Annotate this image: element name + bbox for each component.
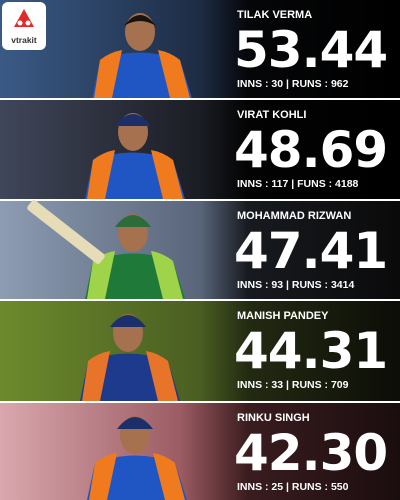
player-helmet — [115, 114, 151, 126]
player-head — [125, 13, 155, 51]
player-jersey-accent — [151, 150, 183, 199]
player-name: VIRAT KOHLI — [237, 109, 306, 121]
player-jersey-accent — [87, 251, 115, 299]
player-average: 44.31 — [234, 322, 387, 380]
row-background — [0, 403, 400, 500]
player-average: 47.41 — [234, 222, 387, 280]
player-jersey-accent — [94, 50, 122, 98]
player-name: MOHAMMAD RIZWAN — [237, 210, 351, 222]
logo: vtrakit — [2, 2, 46, 50]
player-jersey-accent — [151, 251, 183, 299]
player-jersey-accent — [146, 351, 178, 401]
player-stats: INNS : 25 | RUNS : 550 — [237, 481, 349, 493]
row-background — [0, 301, 400, 401]
player-stats: INNS : 93 | RUNS : 3414 — [237, 279, 354, 291]
player-name: TILAK VERMA — [237, 9, 312, 21]
player-jersey-accent — [158, 50, 190, 98]
row-background — [0, 201, 400, 299]
player-helmet — [115, 215, 151, 227]
player-jersey-accent — [82, 351, 110, 401]
player-average: 48.69 — [234, 121, 387, 179]
bat — [27, 200, 105, 264]
brand: vtrakit — [11, 35, 37, 45]
player-name: MANISH PANDEY — [237, 310, 329, 322]
player-stats: INNS : 117 | FUNS : 4188 — [237, 178, 359, 190]
player-stats: INNS : 33 | RUNS : 709 — [237, 379, 349, 391]
player-jersey-accent — [87, 150, 115, 199]
row-background — [0, 0, 400, 98]
row-background — [0, 100, 400, 199]
player-hair — [124, 15, 156, 26]
player-jersey-accent — [89, 453, 117, 500]
player-name: RINKU SINGH — [237, 412, 310, 424]
player-jersey-accent — [153, 453, 185, 500]
player-average: 53.44 — [234, 21, 387, 79]
player-helmet — [110, 315, 146, 327]
player-helmet — [117, 417, 153, 429]
player-average: 42.30 — [234, 424, 387, 482]
player-stats: INNS : 30 | RUNS : 962 — [237, 78, 349, 90]
